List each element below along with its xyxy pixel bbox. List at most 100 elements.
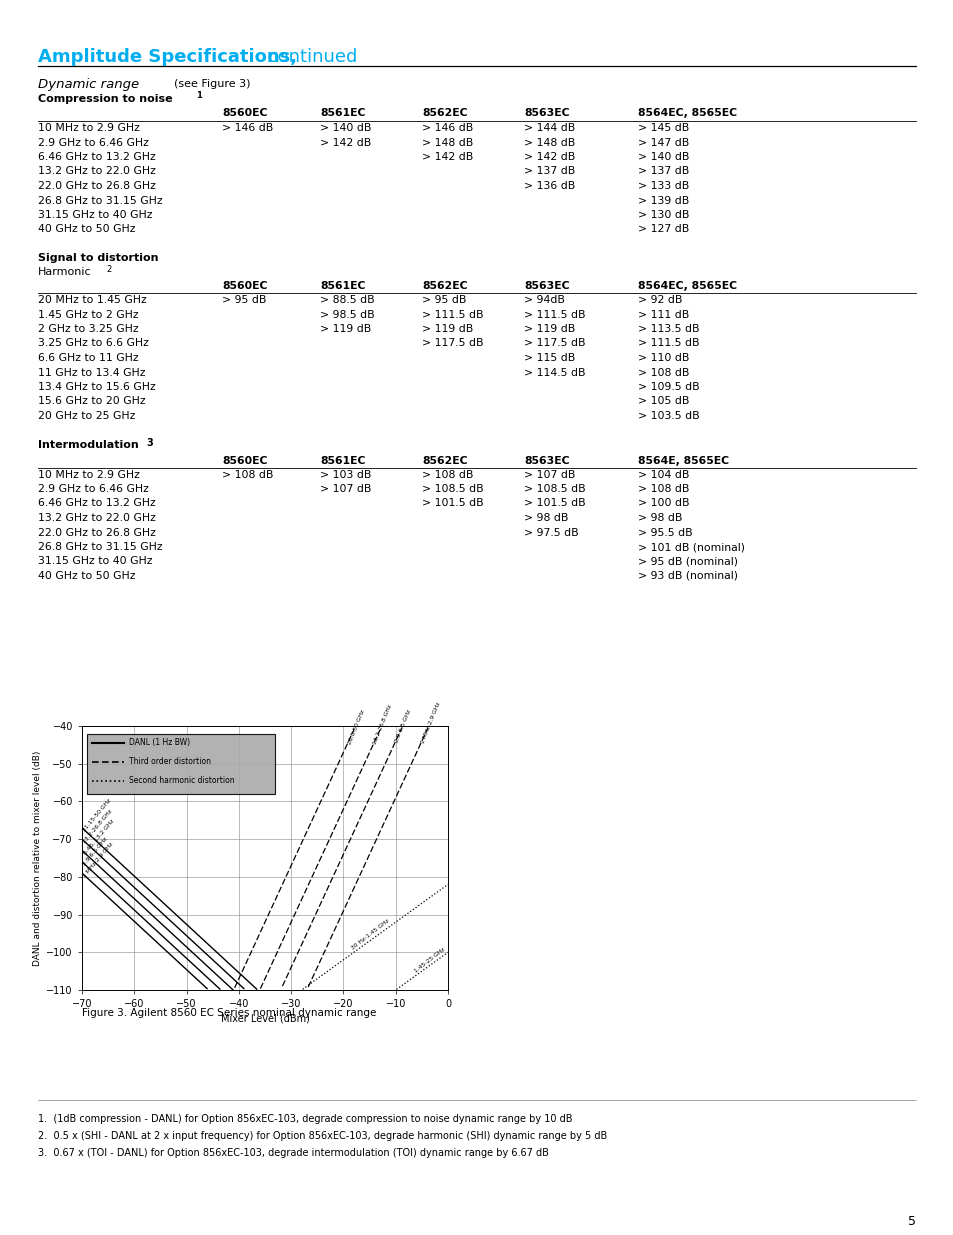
Text: 1.  (1dB compression - DANL) for Option 856xEC-103, degrade compression to noise: 1. (1dB compression - DANL) for Option 8… xyxy=(38,1114,572,1124)
Text: 2.9 GHz to 6.46 GHz: 2.9 GHz to 6.46 GHz xyxy=(38,137,149,147)
Text: Signal to distortion: Signal to distortion xyxy=(38,253,158,263)
Text: > 95 dB (nominal): > 95 dB (nominal) xyxy=(638,557,738,567)
Text: > 103 dB: > 103 dB xyxy=(319,469,371,479)
Text: > 117.5 dB: > 117.5 dB xyxy=(523,338,585,348)
Text: > 145 dB: > 145 dB xyxy=(638,124,688,133)
Text: > 146 dB: > 146 dB xyxy=(421,124,473,133)
Text: (see Figure 3): (see Figure 3) xyxy=(173,79,251,89)
Text: > 111 dB: > 111 dB xyxy=(638,310,688,320)
Text: 20 MHz to 1.45 GHz: 20 MHz to 1.45 GHz xyxy=(38,295,147,305)
Text: 8562EC: 8562EC xyxy=(421,456,467,466)
Text: > 98 dB: > 98 dB xyxy=(638,513,681,522)
Text: > 108 dB: > 108 dB xyxy=(638,368,689,378)
Text: > 94dB: > 94dB xyxy=(523,295,564,305)
Text: 13.2-26.8 GHz: 13.2-26.8 GHz xyxy=(82,808,113,845)
Text: > 98.5 dB: > 98.5 dB xyxy=(319,310,375,320)
X-axis label: Mixer Level (dBm): Mixer Level (dBm) xyxy=(220,1013,309,1023)
Text: 15.6 GHz to 20 GHz: 15.6 GHz to 20 GHz xyxy=(38,396,146,406)
Text: > 147 dB: > 147 dB xyxy=(638,137,688,147)
Text: Harmonic: Harmonic xyxy=(38,267,91,277)
Text: > 119 dB: > 119 dB xyxy=(523,324,575,333)
Text: > 108.5 dB: > 108.5 dB xyxy=(523,484,585,494)
Text: 10 MHz to 2.9 GHz: 10 MHz to 2.9 GHz xyxy=(38,469,140,479)
FancyBboxPatch shape xyxy=(87,734,275,794)
Text: > 113.5 dB: > 113.5 dB xyxy=(638,324,699,333)
Text: > 133 dB: > 133 dB xyxy=(638,182,688,191)
Text: Figure 3. Agilent 8560 EC Series nominal dynamic range: Figure 3. Agilent 8560 EC Series nominal… xyxy=(82,1008,376,1018)
Text: > 92 dB: > 92 dB xyxy=(638,295,681,305)
Text: 6.46 GHz to 13.2 GHz: 6.46 GHz to 13.2 GHz xyxy=(38,499,155,509)
Text: 2.9-6.5 GHz: 2.9-6.5 GHz xyxy=(82,836,109,867)
Text: > 101.5 dB: > 101.5 dB xyxy=(421,499,483,509)
Text: > 104 dB: > 104 dB xyxy=(638,469,689,479)
Text: 10 MHz to 2.9 GHz: 10 MHz to 2.9 GHz xyxy=(38,124,140,133)
Text: Third order distortion: Third order distortion xyxy=(129,757,211,767)
Text: > 139 dB: > 139 dB xyxy=(638,195,688,205)
Text: > 111.5 dB: > 111.5 dB xyxy=(638,338,699,348)
Text: 22.0 GHz to 26.8 GHz: 22.0 GHz to 26.8 GHz xyxy=(38,527,155,537)
Text: 3: 3 xyxy=(146,437,152,447)
Text: 40 GHz to 50 GHz: 40 GHz to 50 GHz xyxy=(38,225,135,235)
Text: 26.8 GHz to 31.15 GHz: 26.8 GHz to 31.15 GHz xyxy=(38,542,162,552)
Text: 8561EC: 8561EC xyxy=(319,282,365,291)
Text: > 111.5 dB: > 111.5 dB xyxy=(421,310,483,320)
Text: > 108 dB: > 108 dB xyxy=(222,469,274,479)
Text: > 98 dB: > 98 dB xyxy=(523,513,568,522)
Text: > 148 dB: > 148 dB xyxy=(421,137,473,147)
Text: 6.46, 13.2 GHz: 6.46, 13.2 GHz xyxy=(82,819,114,856)
Text: 2.  0.5 x (SHI - DANL at 2 x input frequency) for Option 856xEC-103, degrade har: 2. 0.5 x (SHI - DANL at 2 x input freque… xyxy=(38,1131,607,1141)
Text: 8564EC, 8565EC: 8564EC, 8565EC xyxy=(638,282,737,291)
Text: 3.  0.67 x (TOI - DANL) for Option 856xEC-103, degrade intermodulation (TOI) dyn: 3. 0.67 x (TOI - DANL) for Option 856xEC… xyxy=(38,1149,548,1158)
Text: 11 GHz to 13.4 GHz: 11 GHz to 13.4 GHz xyxy=(38,368,146,378)
Text: 22.0 GHz to 26.8 GHz: 22.0 GHz to 26.8 GHz xyxy=(38,182,155,191)
Text: > 88.5 dB: > 88.5 dB xyxy=(319,295,375,305)
Text: 1: 1 xyxy=(195,91,202,100)
Text: > 127 dB: > 127 dB xyxy=(638,225,688,235)
Text: > 103.5 dB: > 103.5 dB xyxy=(638,411,699,421)
Text: > 148 dB: > 148 dB xyxy=(523,137,575,147)
Text: > 142 dB: > 142 dB xyxy=(421,152,473,162)
Text: > 136 dB: > 136 dB xyxy=(523,182,575,191)
Text: 2 GHz to 3.25 GHz: 2 GHz to 3.25 GHz xyxy=(38,324,138,333)
Y-axis label: DANL and distortion relative to mixer level (dB): DANL and distortion relative to mixer le… xyxy=(33,751,42,966)
Text: > 107 dB: > 107 dB xyxy=(319,484,371,494)
Text: > 101 dB (nominal): > 101 dB (nominal) xyxy=(638,542,744,552)
Text: 6.46 GHz to 13.2 GHz: 6.46 GHz to 13.2 GHz xyxy=(38,152,155,162)
Text: > 95.5 dB: > 95.5 dB xyxy=(638,527,692,537)
Text: > 146 dB: > 146 dB xyxy=(222,124,273,133)
Text: 8560EC: 8560EC xyxy=(222,456,267,466)
Text: > 93 dB (nominal): > 93 dB (nominal) xyxy=(638,571,738,580)
Text: 8563EC: 8563EC xyxy=(523,282,569,291)
Text: > 117.5 dB: > 117.5 dB xyxy=(421,338,483,348)
Text: > 108 dB: > 108 dB xyxy=(421,469,473,479)
Text: 40 GHz to 50 GHz: 40 GHz to 50 GHz xyxy=(38,571,135,580)
Text: > 114.5 dB: > 114.5 dB xyxy=(523,368,585,378)
Text: > 108 dB: > 108 dB xyxy=(638,484,689,494)
Text: 26.8-50 GHz: 26.8-50 GHz xyxy=(347,709,365,745)
Text: 8562EC: 8562EC xyxy=(421,107,467,119)
Text: 8564EC, 8565EC: 8564EC, 8565EC xyxy=(638,107,737,119)
Text: 8561EC: 8561EC xyxy=(319,107,365,119)
Text: 8563EC: 8563EC xyxy=(523,456,569,466)
Text: 30 Hz-1.45 GHz: 30 Hz-1.45 GHz xyxy=(350,919,390,951)
Text: 1 MHz-2.9 GHz: 1 MHz-2.9 GHz xyxy=(82,841,114,878)
Text: > 105 dB: > 105 dB xyxy=(638,396,689,406)
Text: > 137 dB: > 137 dB xyxy=(638,167,688,177)
Text: > 140 dB: > 140 dB xyxy=(638,152,689,162)
Text: > 95 dB: > 95 dB xyxy=(421,295,466,305)
Text: 13.2 GHz to 22.0 GHz: 13.2 GHz to 22.0 GHz xyxy=(38,167,155,177)
Text: Amplitude Specifications,: Amplitude Specifications, xyxy=(38,48,296,65)
Text: > 119 dB: > 119 dB xyxy=(421,324,473,333)
Text: > 144 dB: > 144 dB xyxy=(523,124,575,133)
Text: 2.9-6.5 GHz: 2.9-6.5 GHz xyxy=(395,709,412,743)
Text: > 115 dB: > 115 dB xyxy=(523,353,575,363)
Text: 8564E, 8565EC: 8564E, 8565EC xyxy=(638,456,728,466)
Text: DANL (1 Hz BW): DANL (1 Hz BW) xyxy=(129,739,190,747)
Text: > 137 dB: > 137 dB xyxy=(523,167,575,177)
Text: > 110 dB: > 110 dB xyxy=(638,353,689,363)
Text: 31.15-50 GHz: 31.15-50 GHz xyxy=(82,798,112,832)
Text: Dynamic range: Dynamic range xyxy=(38,78,139,91)
Text: 2: 2 xyxy=(106,266,112,274)
Text: Intermodulation: Intermodulation xyxy=(38,440,138,450)
Text: Second harmonic distortion: Second harmonic distortion xyxy=(129,776,234,785)
